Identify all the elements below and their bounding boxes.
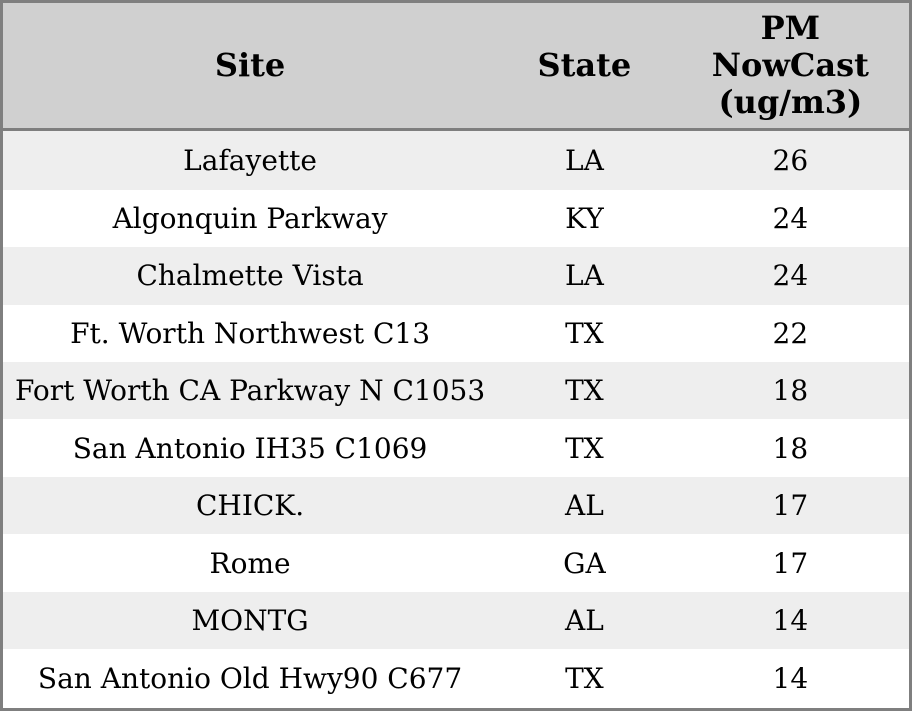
pm-cell: 14	[772, 604, 809, 638]
state-cell: LA	[564, 259, 604, 293]
column-header-site: Site	[1, 1, 498, 131]
site-cell: Algonquin Parkway	[112, 201, 388, 235]
pm-cell: 22	[772, 316, 809, 350]
table-header: Site State PM NowCast (ug/m3)	[1, 1, 911, 131]
state-cell: AL	[564, 489, 604, 523]
site-cell: Chalmette Vista	[136, 259, 364, 293]
table-row: Fort Worth CA Parkway N C1053 TX 18	[1, 361, 911, 420]
pm-cell: 17	[772, 489, 809, 523]
table-header-row: Site State PM NowCast (ug/m3)	[1, 1, 911, 131]
state-cell: AL	[564, 604, 604, 638]
table-body: Lafayette LA 26 Algonquin Parkway KY 24 …	[1, 129, 911, 710]
state-cell: TX	[565, 316, 604, 350]
table-row: Rome GA 17	[1, 534, 911, 592]
site-cell: Lafayette	[183, 143, 317, 177]
pm-cell: 18	[772, 431, 809, 465]
state-cell: TX	[565, 431, 604, 465]
table-row: Algonquin Parkway KY 24	[1, 189, 911, 248]
site-cell: San Antonio IH35 C1069	[72, 431, 428, 465]
table-row: San Antonio IH35 C1069 TX 18	[1, 419, 911, 477]
table-row: Lafayette LA 26	[1, 129, 911, 190]
pm-cell: 24	[772, 259, 809, 293]
site-cell: Ft. Worth Northwest C13	[70, 316, 431, 350]
state-cell: KY	[565, 201, 604, 235]
table-row: CHICK. AL 17	[1, 476, 911, 535]
site-cell: CHICK.	[195, 489, 305, 523]
state-cell: TX	[565, 374, 604, 408]
table-row: MONTG AL 14	[1, 591, 911, 650]
pm-cell: 17	[772, 546, 809, 580]
table-row: Chalmette Vista LA 24	[1, 247, 911, 305]
table-row: Ft. Worth Northwest C13 TX 22	[1, 304, 911, 362]
column-header-state: State	[497, 1, 672, 131]
site-cell: Fort Worth CA Parkway N C1053	[14, 374, 486, 408]
state-cell: LA	[564, 143, 604, 177]
site-cell: Rome	[209, 546, 291, 580]
state-cell: GA	[563, 546, 606, 580]
table-row: San Antonio Old Hwy90 C677 TX 14	[1, 649, 911, 710]
pm-cell: 24	[772, 201, 809, 235]
column-header-pm-nowcast: PM NowCast (ug/m3)	[671, 1, 911, 131]
pm-cell: 14	[772, 662, 809, 696]
site-cell: San Antonio Old Hwy90 C677	[37, 662, 463, 696]
pm-cell: 26	[772, 143, 809, 177]
site-cell: MONTG	[191, 604, 309, 638]
pm-cell: 18	[772, 374, 809, 408]
state-cell: TX	[565, 662, 604, 696]
